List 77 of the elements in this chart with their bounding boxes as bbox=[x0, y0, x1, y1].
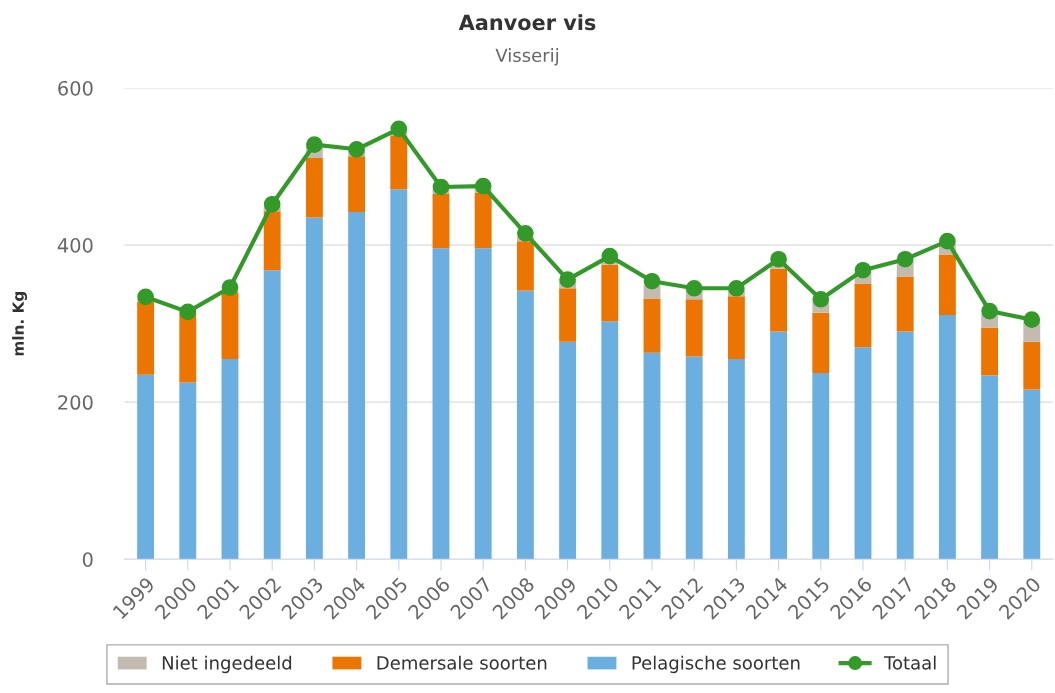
y-tick-label: 200 bbox=[58, 395, 93, 410]
point bbox=[643, 272, 661, 290]
point bbox=[348, 140, 365, 158]
y-tick-label: 400 bbox=[57, 238, 93, 253]
bar bbox=[1023, 389, 1041, 560]
y-tick-label: 0 bbox=[82, 552, 93, 567]
point bbox=[685, 279, 703, 297]
bar bbox=[854, 283, 872, 348]
bar bbox=[263, 270, 281, 560]
bar bbox=[559, 288, 577, 342]
bar bbox=[1023, 341, 1041, 390]
bar bbox=[348, 156, 366, 213]
bar bbox=[432, 194, 450, 249]
point bbox=[728, 279, 745, 297]
bar bbox=[474, 248, 492, 560]
bar bbox=[770, 268, 788, 332]
point bbox=[137, 288, 154, 306]
point bbox=[432, 178, 450, 196]
point bbox=[221, 279, 239, 296]
bar bbox=[221, 292, 239, 359]
legend-label: Totaal bbox=[883, 655, 936, 670]
point bbox=[474, 177, 492, 195]
bar bbox=[812, 373, 830, 560]
bar bbox=[727, 296, 745, 359]
bar bbox=[137, 374, 155, 560]
bar bbox=[179, 312, 197, 383]
chart-title: Aanvoer vis bbox=[458, 14, 596, 31]
bar bbox=[221, 358, 239, 560]
bar bbox=[812, 312, 830, 374]
bar bbox=[601, 264, 619, 322]
bar bbox=[896, 276, 914, 332]
bar bbox=[474, 192, 492, 249]
point bbox=[517, 224, 534, 242]
bar bbox=[854, 347, 872, 560]
bar bbox=[981, 375, 999, 560]
bar bbox=[305, 217, 323, 560]
bar bbox=[137, 301, 155, 375]
bar bbox=[685, 299, 703, 357]
point bbox=[390, 120, 408, 138]
legend-label: Niet ingedeeld bbox=[162, 655, 292, 674]
chart-subtitle: Visserij bbox=[495, 48, 558, 66]
bar bbox=[938, 254, 956, 315]
point bbox=[770, 250, 787, 268]
legend-label: Pelagische soorten bbox=[632, 655, 800, 674]
bar bbox=[727, 358, 745, 560]
point bbox=[601, 247, 619, 265]
bar bbox=[685, 356, 703, 560]
point bbox=[981, 302, 998, 320]
bar bbox=[601, 321, 619, 560]
y-axis-title: mln. Kg bbox=[12, 291, 28, 356]
bar bbox=[432, 248, 450, 560]
bar bbox=[896, 331, 914, 560]
bar bbox=[305, 157, 323, 218]
point bbox=[263, 195, 281, 213]
point bbox=[179, 303, 197, 321]
point bbox=[306, 136, 323, 153]
point bbox=[896, 250, 914, 268]
y-tick-label: 600 bbox=[58, 80, 93, 96]
bar bbox=[643, 352, 661, 560]
bar bbox=[643, 298, 661, 353]
bar bbox=[263, 211, 281, 271]
bar bbox=[390, 189, 408, 560]
point bbox=[854, 261, 872, 279]
bar bbox=[179, 382, 197, 560]
point bbox=[812, 290, 830, 308]
bar bbox=[348, 212, 366, 560]
bar bbox=[938, 314, 956, 560]
legend-label: Demersale soorten bbox=[377, 655, 547, 670]
bar bbox=[390, 135, 408, 190]
point bbox=[559, 271, 576, 288]
point bbox=[1023, 311, 1041, 329]
bar bbox=[559, 341, 577, 560]
bar bbox=[516, 241, 534, 291]
point bbox=[939, 232, 956, 250]
bar bbox=[981, 327, 999, 376]
bar bbox=[516, 290, 534, 560]
bar bbox=[770, 331, 788, 560]
